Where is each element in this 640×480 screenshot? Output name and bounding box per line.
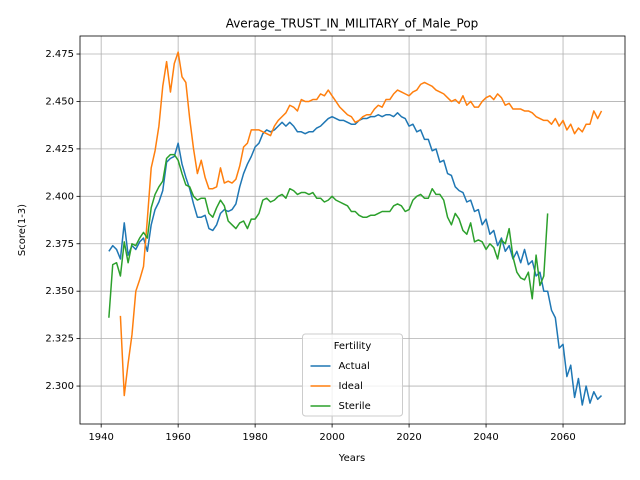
y-axis-label: Score(1-3) — [17, 204, 28, 256]
x-tick-label: 2000 — [319, 432, 344, 443]
plot-frame — [79, 35, 626, 425]
x-axis-label: Years — [338, 453, 365, 464]
x-tick-label: 1980 — [242, 432, 267, 443]
x-tick-label: 1940 — [88, 432, 113, 443]
legend: Fertility Actual Ideal Sterile — [302, 333, 403, 417]
x-tick-label: 2040 — [473, 432, 498, 443]
y-tick-label: 2.425 — [45, 144, 74, 155]
x-tick-label: 2060 — [550, 432, 575, 443]
y-tick-label: 2.325 — [45, 334, 74, 345]
y-tick-label: 2.400 — [45, 191, 74, 202]
legend-label: Ideal — [339, 381, 363, 392]
y-tick-label: 2.350 — [45, 286, 74, 297]
legend-title: Fertility — [334, 341, 372, 352]
series-line — [108, 112, 603, 406]
legend-label: Sterile — [339, 401, 371, 412]
series-line — [108, 153, 549, 318]
series-line — [119, 51, 603, 397]
x-tick-label: 2020 — [396, 432, 421, 443]
legend-box — [302, 333, 403, 417]
chart-title: Average_TRUST_IN_MILITARY_of_Male_Pop — [226, 17, 479, 31]
legend-label: Actual — [339, 361, 370, 372]
y-tick-label: 2.300 — [45, 381, 74, 392]
y-tick-label: 2.375 — [45, 239, 74, 250]
y-tick-label: 2.475 — [45, 49, 74, 60]
y-tick-label: 2.450 — [45, 96, 74, 107]
x-tick-label: 1960 — [165, 432, 190, 443]
